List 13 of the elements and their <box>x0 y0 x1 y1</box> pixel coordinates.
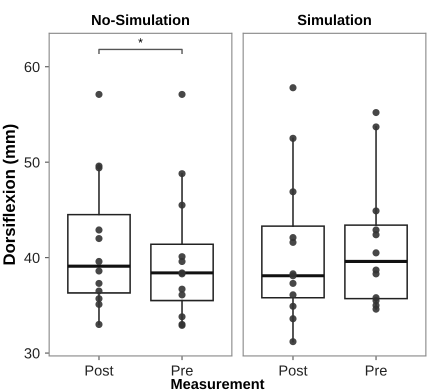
chart-title: Simulation <box>298 14 371 26</box>
x-tick-label: Post <box>86 366 114 376</box>
x-tick-label: Pre <box>366 366 387 376</box>
x-tick-label: Pre <box>172 366 193 376</box>
x-axis-title: Measurement <box>171 378 264 390</box>
y-tick-label: 50 <box>24 157 40 168</box>
y-tick-label: 40 <box>24 252 40 264</box>
x-tick-label: Post <box>280 366 308 376</box>
annotation: * <box>138 38 143 43</box>
y-tick-label: 60 <box>24 62 40 72</box>
y-axis-title: Dorsiflexion (mm) <box>2 124 18 264</box>
y-tick-label: 30 <box>24 348 40 358</box>
chart-title: No-Simulation <box>92 14 190 26</box>
